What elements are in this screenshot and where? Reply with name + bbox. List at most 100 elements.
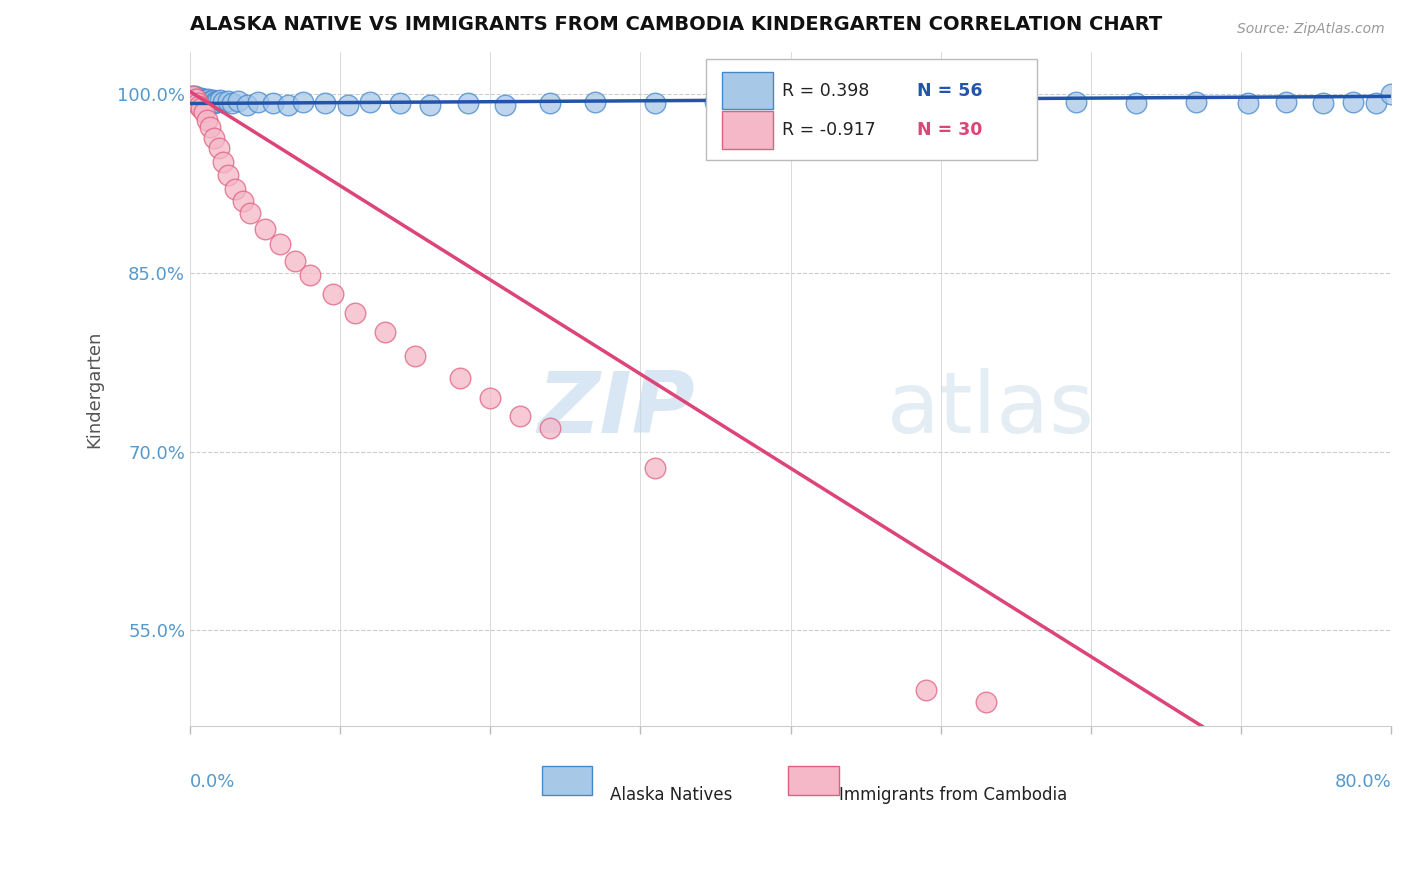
- FancyBboxPatch shape: [723, 111, 772, 149]
- Point: [457, 96, 479, 111]
- Point: [1237, 96, 1260, 111]
- Point: [336, 97, 359, 112]
- Point: [187, 96, 209, 111]
- Point: [404, 349, 426, 363]
- Point: [1379, 87, 1402, 101]
- Point: [359, 95, 381, 110]
- Point: [344, 306, 367, 320]
- Point: [479, 391, 502, 405]
- Point: [212, 95, 235, 110]
- Point: [644, 96, 666, 111]
- Point: [183, 92, 205, 106]
- Text: Alaska Natives: Alaska Natives: [610, 787, 733, 805]
- Point: [195, 95, 218, 110]
- Point: [291, 95, 314, 110]
- Point: [198, 94, 221, 108]
- Point: [187, 94, 209, 108]
- Point: [765, 96, 787, 111]
- Point: [193, 104, 215, 119]
- Point: [262, 96, 284, 111]
- Point: [419, 97, 441, 112]
- Text: N = 56: N = 56: [917, 81, 983, 100]
- Text: atlas: atlas: [887, 368, 1095, 450]
- Point: [449, 370, 471, 384]
- Point: [194, 93, 217, 107]
- Point: [538, 96, 561, 111]
- Point: [205, 95, 228, 110]
- Point: [197, 92, 219, 106]
- Point: [299, 268, 322, 282]
- Point: [974, 695, 997, 709]
- Point: [200, 95, 222, 110]
- Point: [583, 95, 606, 110]
- Point: [322, 287, 344, 301]
- Point: [1312, 96, 1334, 111]
- Point: [188, 99, 211, 113]
- Point: [195, 113, 218, 128]
- Point: [217, 94, 239, 108]
- Point: [221, 96, 243, 111]
- Point: [184, 92, 207, 106]
- Point: [284, 253, 307, 268]
- FancyBboxPatch shape: [706, 59, 1036, 160]
- Point: [209, 93, 232, 107]
- Point: [277, 97, 299, 112]
- Point: [1185, 95, 1208, 110]
- Point: [181, 89, 204, 103]
- Point: [187, 90, 209, 104]
- Point: [884, 96, 907, 111]
- Point: [389, 96, 412, 111]
- Point: [190, 95, 212, 110]
- Point: [254, 221, 277, 235]
- Point: [202, 96, 225, 111]
- Point: [1365, 96, 1388, 111]
- Point: [212, 155, 235, 169]
- Point: [183, 89, 205, 103]
- Text: 0.0%: 0.0%: [190, 773, 235, 791]
- FancyBboxPatch shape: [723, 71, 772, 110]
- Point: [239, 206, 262, 220]
- Point: [202, 131, 225, 145]
- Point: [374, 326, 396, 340]
- Point: [224, 182, 246, 196]
- Text: R = 0.398: R = 0.398: [782, 81, 869, 100]
- Text: N = 30: N = 30: [917, 120, 981, 138]
- Point: [190, 101, 212, 115]
- Point: [191, 94, 214, 108]
- FancyBboxPatch shape: [789, 766, 838, 795]
- Point: [184, 93, 207, 107]
- Point: [945, 95, 967, 110]
- Text: R = -0.917: R = -0.917: [782, 120, 876, 138]
- Y-axis label: Kindergarten: Kindergarten: [86, 330, 103, 448]
- Text: ZIP: ZIP: [537, 368, 695, 450]
- Point: [193, 92, 215, 106]
- Point: [1004, 96, 1026, 111]
- Point: [232, 194, 254, 209]
- Point: [201, 93, 224, 107]
- Point: [509, 409, 531, 423]
- Point: [198, 120, 221, 135]
- Point: [204, 94, 226, 108]
- Text: 80.0%: 80.0%: [1334, 773, 1391, 791]
- Point: [180, 89, 202, 103]
- Point: [704, 95, 727, 110]
- Point: [207, 140, 229, 154]
- Point: [236, 97, 259, 112]
- Point: [246, 95, 269, 110]
- Point: [824, 95, 846, 110]
- Point: [226, 94, 249, 108]
- Point: [1125, 96, 1147, 111]
- Point: [188, 92, 211, 106]
- Point: [1275, 95, 1298, 110]
- Text: Source: ZipAtlas.com: Source: ZipAtlas.com: [1237, 22, 1385, 37]
- Point: [494, 97, 516, 112]
- Point: [914, 683, 936, 698]
- Point: [1343, 95, 1365, 110]
- Point: [190, 90, 212, 104]
- Text: ALASKA NATIVE VS IMMIGRANTS FROM CAMBODIA KINDERGARTEN CORRELATION CHART: ALASKA NATIVE VS IMMIGRANTS FROM CAMBODI…: [190, 15, 1163, 34]
- Point: [314, 96, 336, 111]
- Point: [269, 237, 291, 252]
- Point: [644, 461, 666, 475]
- Text: Immigrants from Cambodia: Immigrants from Cambodia: [838, 787, 1067, 805]
- Point: [181, 90, 204, 104]
